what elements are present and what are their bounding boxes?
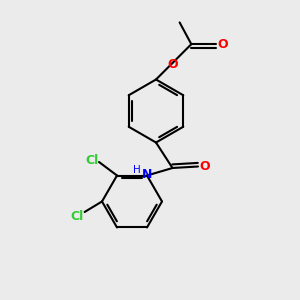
Text: Cl: Cl <box>85 154 99 167</box>
Text: H: H <box>133 165 140 175</box>
Text: Cl: Cl <box>70 210 84 223</box>
Text: O: O <box>167 58 178 71</box>
Text: O: O <box>217 38 227 51</box>
Text: N: N <box>142 167 152 181</box>
Text: O: O <box>199 160 210 173</box>
